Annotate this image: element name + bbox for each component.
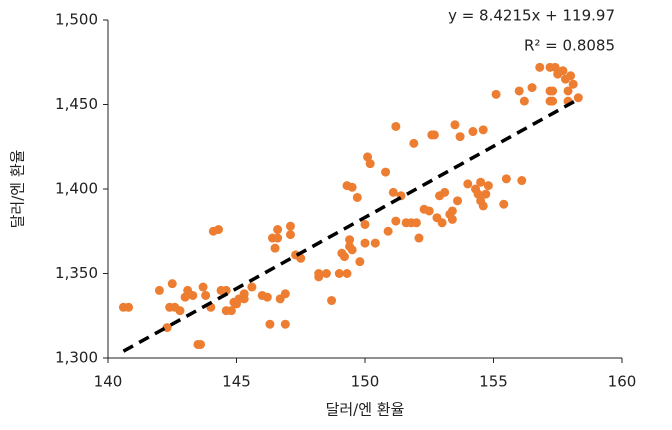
point	[214, 225, 224, 235]
point	[414, 233, 424, 243]
point	[481, 189, 491, 199]
point	[321, 269, 331, 278]
point	[548, 96, 558, 106]
point	[342, 269, 352, 278]
point	[478, 125, 488, 135]
point	[447, 214, 457, 224]
point	[370, 238, 380, 248]
point	[154, 285, 164, 295]
point	[365, 159, 375, 169]
point	[429, 130, 439, 140]
point	[391, 121, 401, 131]
point	[273, 233, 283, 243]
point	[517, 176, 527, 186]
point	[175, 306, 185, 316]
y-tick-label: 1,400	[55, 180, 98, 198]
point	[514, 86, 524, 96]
point	[499, 199, 509, 209]
point	[285, 230, 295, 240]
point	[280, 319, 290, 329]
point	[568, 79, 578, 89]
point	[566, 71, 576, 81]
point	[270, 243, 280, 253]
point	[535, 62, 545, 72]
point	[558, 66, 568, 76]
y-axis-title: 달러/엔 환율	[9, 150, 27, 229]
point	[473, 189, 483, 199]
point	[450, 120, 460, 130]
trendline	[122, 97, 580, 353]
point	[285, 221, 295, 231]
point	[327, 296, 337, 306]
point	[447, 206, 457, 216]
point	[563, 86, 573, 96]
point	[360, 219, 370, 229]
point	[352, 192, 362, 202]
point	[247, 282, 257, 292]
point	[339, 252, 349, 262]
point	[355, 257, 365, 267]
point	[345, 235, 355, 245]
x-tick-label: 155	[479, 373, 508, 391]
point	[527, 83, 537, 93]
point	[201, 290, 211, 300]
point	[453, 196, 463, 206]
y-tick-label: 1,500	[55, 11, 98, 29]
point	[437, 218, 447, 228]
point	[196, 339, 206, 349]
point	[265, 319, 275, 329]
y-tick-label: 1,450	[55, 95, 98, 113]
trendline-equation: y = 8.4215x + 119.97	[448, 7, 615, 25]
point	[314, 272, 324, 282]
point	[262, 292, 272, 302]
point	[550, 62, 560, 72]
point	[280, 289, 290, 299]
point	[383, 226, 393, 236]
x-axis-title: 달러/엔 환율	[326, 401, 405, 419]
point	[468, 127, 478, 137]
point	[188, 290, 198, 300]
point	[483, 181, 493, 191]
y-tick-label: 1,350	[55, 264, 98, 282]
point	[476, 177, 486, 187]
point	[440, 187, 450, 197]
point	[455, 132, 465, 142]
point	[180, 292, 190, 302]
point	[411, 218, 421, 228]
point	[273, 225, 283, 235]
point	[381, 167, 391, 177]
point	[463, 179, 473, 189]
x-tick-label: 140	[94, 373, 123, 391]
point	[226, 306, 236, 316]
point	[363, 152, 373, 162]
point	[221, 285, 231, 295]
x-tick-label: 145	[222, 373, 251, 391]
point	[424, 206, 434, 216]
point	[491, 89, 501, 99]
point	[391, 216, 401, 226]
point	[334, 269, 344, 278]
point	[519, 96, 529, 106]
point	[347, 245, 357, 255]
point	[239, 289, 249, 299]
point	[167, 279, 177, 289]
x-tick-label: 150	[351, 373, 380, 391]
point	[573, 93, 583, 103]
point	[501, 174, 511, 184]
r-squared: R² = 0.8085	[524, 37, 615, 55]
point	[388, 187, 398, 197]
point	[478, 201, 488, 211]
point	[360, 238, 370, 248]
point	[548, 86, 558, 96]
point	[347, 182, 357, 192]
point	[409, 138, 419, 148]
point	[198, 282, 208, 292]
point	[124, 302, 134, 312]
x-tick-label: 160	[608, 373, 637, 391]
y-tick-label: 1,300	[55, 349, 98, 367]
